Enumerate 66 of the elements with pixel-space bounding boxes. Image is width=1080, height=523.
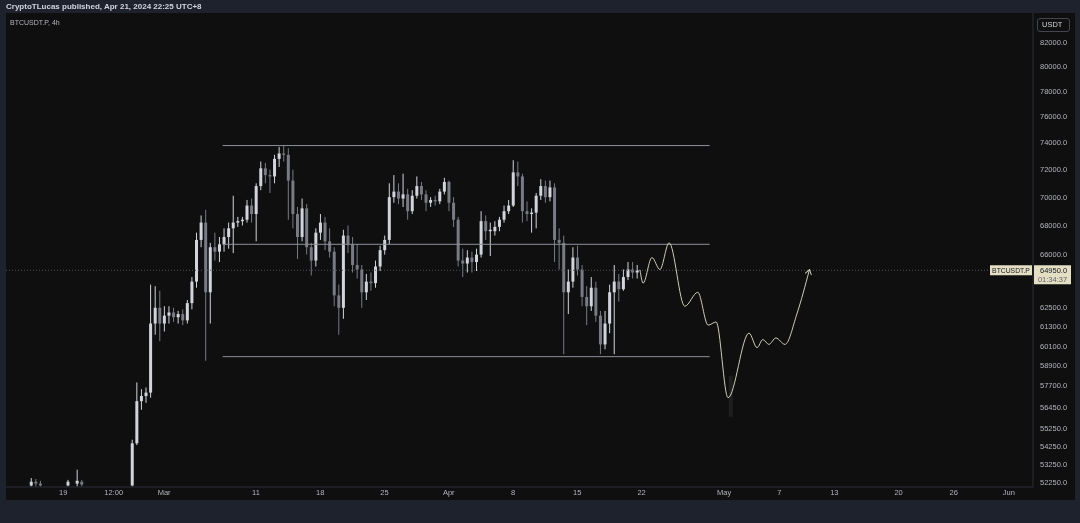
candlestick (250, 198, 254, 224)
candlestick (259, 161, 263, 191)
candlestick (351, 236, 355, 274)
candlestick (461, 248, 465, 278)
candlestick (539, 178, 543, 201)
candlestick (139, 388, 143, 411)
candlestick (364, 273, 368, 301)
candlestick (355, 243, 359, 280)
candlestick (273, 154, 277, 184)
candlestick (318, 213, 322, 241)
candlestick (484, 214, 488, 241)
candlestick (493, 220, 497, 237)
candlestick (612, 264, 616, 355)
candlestick (576, 245, 579, 277)
candlestick (589, 276, 593, 312)
candlestick (277, 146, 281, 168)
candlestick (217, 236, 221, 263)
chart-subtitle: CryptoTLucas published, Apr 21, 2024 22:25 UTC+8 (6, 1, 202, 12)
candlestick (401, 173, 405, 208)
candlestick (34, 478, 38, 487)
candlestick (309, 242, 313, 277)
candlestick (378, 245, 382, 272)
candlestick (424, 189, 428, 212)
candlestick (295, 206, 299, 260)
candlestick (396, 182, 400, 205)
candlestick (360, 264, 364, 309)
candlestick (621, 269, 625, 292)
candlestick (346, 224, 350, 254)
candlestick (176, 310, 180, 325)
candlestick (452, 196, 456, 228)
candlestick (502, 205, 506, 224)
candlestick (419, 181, 423, 201)
candlestick (328, 227, 332, 259)
candlestick (162, 305, 166, 333)
candlestick (543, 180, 547, 204)
candlestick (516, 161, 520, 187)
candlestick (222, 227, 226, 253)
candlestick (213, 232, 217, 262)
candlestick (585, 285, 589, 326)
candlestick (323, 216, 327, 251)
candlestick (557, 227, 561, 271)
candlestick (465, 249, 469, 274)
candlestick (617, 273, 621, 303)
candlestick (199, 214, 203, 248)
candlestick (566, 269, 570, 315)
candlestick (475, 248, 479, 272)
candlestick (415, 175, 419, 200)
candlestick (153, 285, 157, 336)
candlestick (158, 290, 162, 342)
candlestick (263, 162, 267, 184)
candlestick (190, 276, 194, 310)
candlestick (447, 180, 451, 212)
candlestick (167, 305, 171, 325)
candlestick (227, 222, 231, 250)
candlestick (245, 199, 249, 224)
candlestick (534, 192, 538, 229)
candlestick (410, 189, 414, 215)
candlestick (525, 200, 529, 222)
candlestick (144, 387, 148, 404)
candlestick (603, 310, 607, 350)
candlestick (374, 260, 378, 289)
candlestick (406, 188, 410, 221)
candlestick (337, 284, 341, 336)
candlestick (548, 180, 552, 202)
candlestick (470, 251, 474, 274)
candlestick (185, 299, 189, 325)
